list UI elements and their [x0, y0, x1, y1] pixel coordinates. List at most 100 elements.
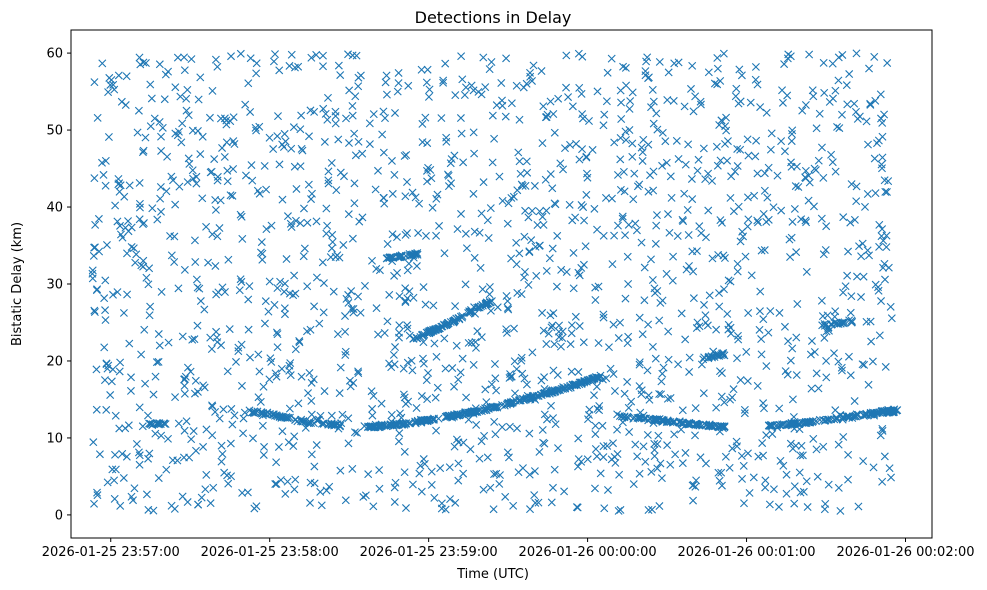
data-point-noise-detections	[788, 217, 797, 226]
data-point-noise-detections	[567, 329, 576, 338]
data-point-noise-detections	[834, 357, 843, 366]
data-point-noise-detections	[354, 73, 363, 82]
data-point-noise-detections	[151, 429, 160, 438]
data-point-noise-detections	[574, 434, 583, 443]
data-point-noise-detections	[297, 372, 306, 381]
data-point-noise-detections	[246, 353, 254, 362]
data-point-track-d	[487, 297, 496, 306]
x-axis-label: Time (UTC)	[456, 567, 529, 582]
data-point-noise-detections	[178, 332, 187, 341]
data-point-noise-detections	[294, 62, 303, 71]
data-point-track-d	[417, 331, 426, 340]
data-point-noise-detections	[321, 109, 330, 118]
data-point-noise-detections	[236, 275, 245, 284]
data-point-noise-detections	[218, 449, 227, 458]
data-point-noise-detections	[504, 199, 513, 208]
data-point-noise-detections	[336, 71, 345, 80]
data-point-noise-detections	[881, 362, 890, 371]
data-point-noise-detections	[89, 438, 98, 447]
data-point-noise-detections	[348, 234, 357, 243]
data-point-noise-detections	[877, 297, 886, 306]
data-point-noise-detections	[661, 137, 670, 146]
data-point-noise-detections	[419, 455, 428, 464]
data-point-noise-detections	[180, 66, 189, 75]
data-point-noise-detections	[827, 150, 836, 159]
data-point-noise-detections	[238, 488, 247, 497]
data-point-noise-detections	[544, 329, 553, 338]
data-point-noise-detections	[696, 100, 705, 109]
data-point-noise-detections	[331, 119, 340, 128]
data-point-track-d	[434, 325, 443, 334]
data-point-noise-detections	[680, 189, 689, 198]
data-point-noise-detections	[403, 177, 411, 186]
data-point-noise-detections	[837, 366, 846, 375]
data-point-noise-detections	[809, 434, 818, 443]
data-point-track-b	[450, 410, 459, 419]
data-point-noise-detections	[350, 199, 359, 208]
data-point-noise-detections	[791, 441, 800, 450]
data-point-noise-detections	[875, 242, 884, 251]
data-point-track-f	[786, 420, 795, 429]
data-point-noise-detections	[580, 216, 589, 225]
data-point-noise-detections	[809, 202, 818, 211]
data-point-noise-detections	[507, 372, 516, 381]
data-point-noise-detections	[192, 275, 201, 284]
data-point-track-i	[159, 419, 168, 428]
data-point-noise-detections	[174, 284, 183, 293]
data-point-noise-detections	[469, 360, 478, 369]
data-point-noise-detections	[820, 505, 829, 514]
data-point-noise-detections	[444, 171, 453, 180]
data-point-noise-detections	[117, 97, 126, 106]
data-point-noise-detections	[733, 144, 742, 153]
data-point-noise-detections	[171, 393, 180, 402]
data-point-noise-detections	[843, 271, 852, 280]
data-point-noise-detections	[154, 357, 163, 366]
data-point-noise-detections	[181, 372, 190, 381]
data-point-noise-detections	[415, 199, 424, 208]
data-point-noise-detections	[650, 439, 659, 448]
data-point-noise-detections	[839, 432, 848, 441]
data-point-noise-detections	[594, 339, 603, 348]
data-point-noise-detections	[656, 298, 665, 307]
data-point-noise-detections	[530, 181, 539, 190]
data-point-noise-detections	[534, 498, 543, 507]
data-point-track-b	[445, 411, 454, 420]
data-point-noise-detections	[866, 99, 875, 108]
data-point-noise-detections	[542, 206, 551, 215]
data-point-noise-detections	[335, 389, 344, 398]
data-point-noise-detections	[530, 491, 539, 500]
data-point-noise-detections	[571, 312, 580, 321]
data-point-noise-detections	[157, 287, 166, 296]
data-point-noise-detections	[162, 465, 171, 474]
data-point-noise-detections	[554, 444, 563, 453]
data-point-noise-detections	[786, 356, 795, 365]
data-point-noise-detections	[109, 80, 118, 89]
data-point-noise-detections	[511, 389, 520, 398]
data-point-noise-detections	[553, 231, 562, 240]
data-point-noise-detections	[729, 385, 738, 394]
data-point-noise-detections	[276, 277, 285, 286]
data-point-noise-detections	[689, 107, 698, 116]
data-point-noise-detections	[265, 277, 274, 286]
data-point-noise-detections	[469, 128, 478, 137]
data-point-noise-detections	[259, 382, 268, 391]
data-point-noise-detections	[562, 83, 571, 92]
data-point-noise-detections	[123, 290, 132, 299]
data-point-noise-detections	[223, 166, 232, 175]
data-point-noise-detections	[95, 450, 104, 459]
data-point-noise-detections	[127, 492, 136, 501]
data-point-noise-detections	[828, 59, 837, 68]
data-point-noise-detections	[399, 390, 408, 399]
data-point-noise-detections	[607, 455, 616, 464]
data-point-noise-detections	[113, 288, 122, 297]
data-point-noise-detections	[778, 98, 787, 107]
data-point-track-b	[364, 422, 373, 431]
data-point-noise-detections	[325, 482, 334, 491]
data-point-noise-detections	[736, 97, 745, 106]
data-point-noise-detections	[844, 352, 853, 361]
data-point-noise-detections	[145, 449, 154, 458]
data-point-noise-detections	[540, 373, 549, 382]
data-point-noise-detections	[286, 371, 295, 380]
data-point-noise-detections	[720, 285, 728, 294]
data-point-noise-detections	[834, 483, 843, 492]
